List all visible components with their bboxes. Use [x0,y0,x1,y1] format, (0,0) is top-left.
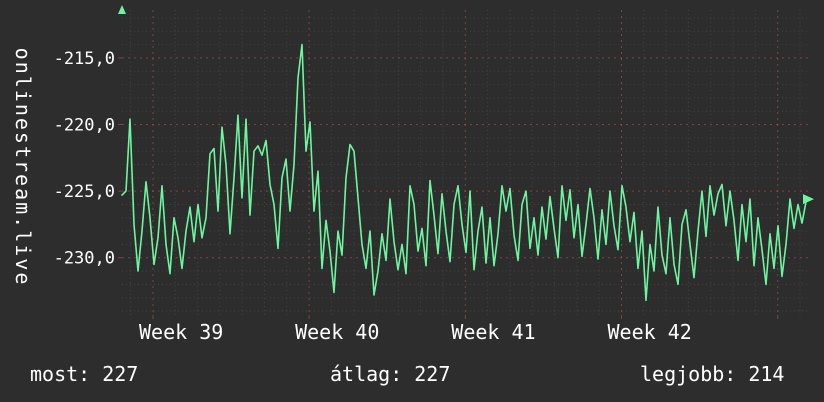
series-end-arrow-icon [803,194,814,205]
series-line [121,43,811,302]
stat-average: átlag: 227 [330,362,450,386]
stat-best-value: 214 [748,362,784,386]
vertical-axis-watermark: onlinestream.live [11,48,35,287]
x-tick-label: Week 42 [608,320,692,344]
tick-labels: -215,0 -220,0 -225,0 -230,0 Week 39 Week 40 We… [54,49,692,344]
stat-best-label: legjobb: [640,362,736,386]
stat-average-label: átlag: [330,362,402,386]
y-tick-label: -220,0 [54,116,115,136]
y-axis-arrow-icon [118,5,126,14]
stat-best: legjobb: 214 [640,362,784,386]
axis-ticks [118,57,779,319]
y-tick-label: -225,0 [54,182,115,202]
stat-current-label: most: [30,362,90,386]
grid-minor [122,10,810,315]
stat-current-value: 227 [102,362,138,386]
y-tick-label: -215,0 [54,49,115,69]
y-tick-label: -230,0 [54,249,115,269]
x-tick-label: Week 39 [139,320,223,344]
stat-current: most: 227 [30,362,138,386]
x-tick-label: Week 40 [295,320,379,344]
stat-average-value: 227 [414,362,450,386]
x-tick-label: Week 41 [451,320,535,344]
